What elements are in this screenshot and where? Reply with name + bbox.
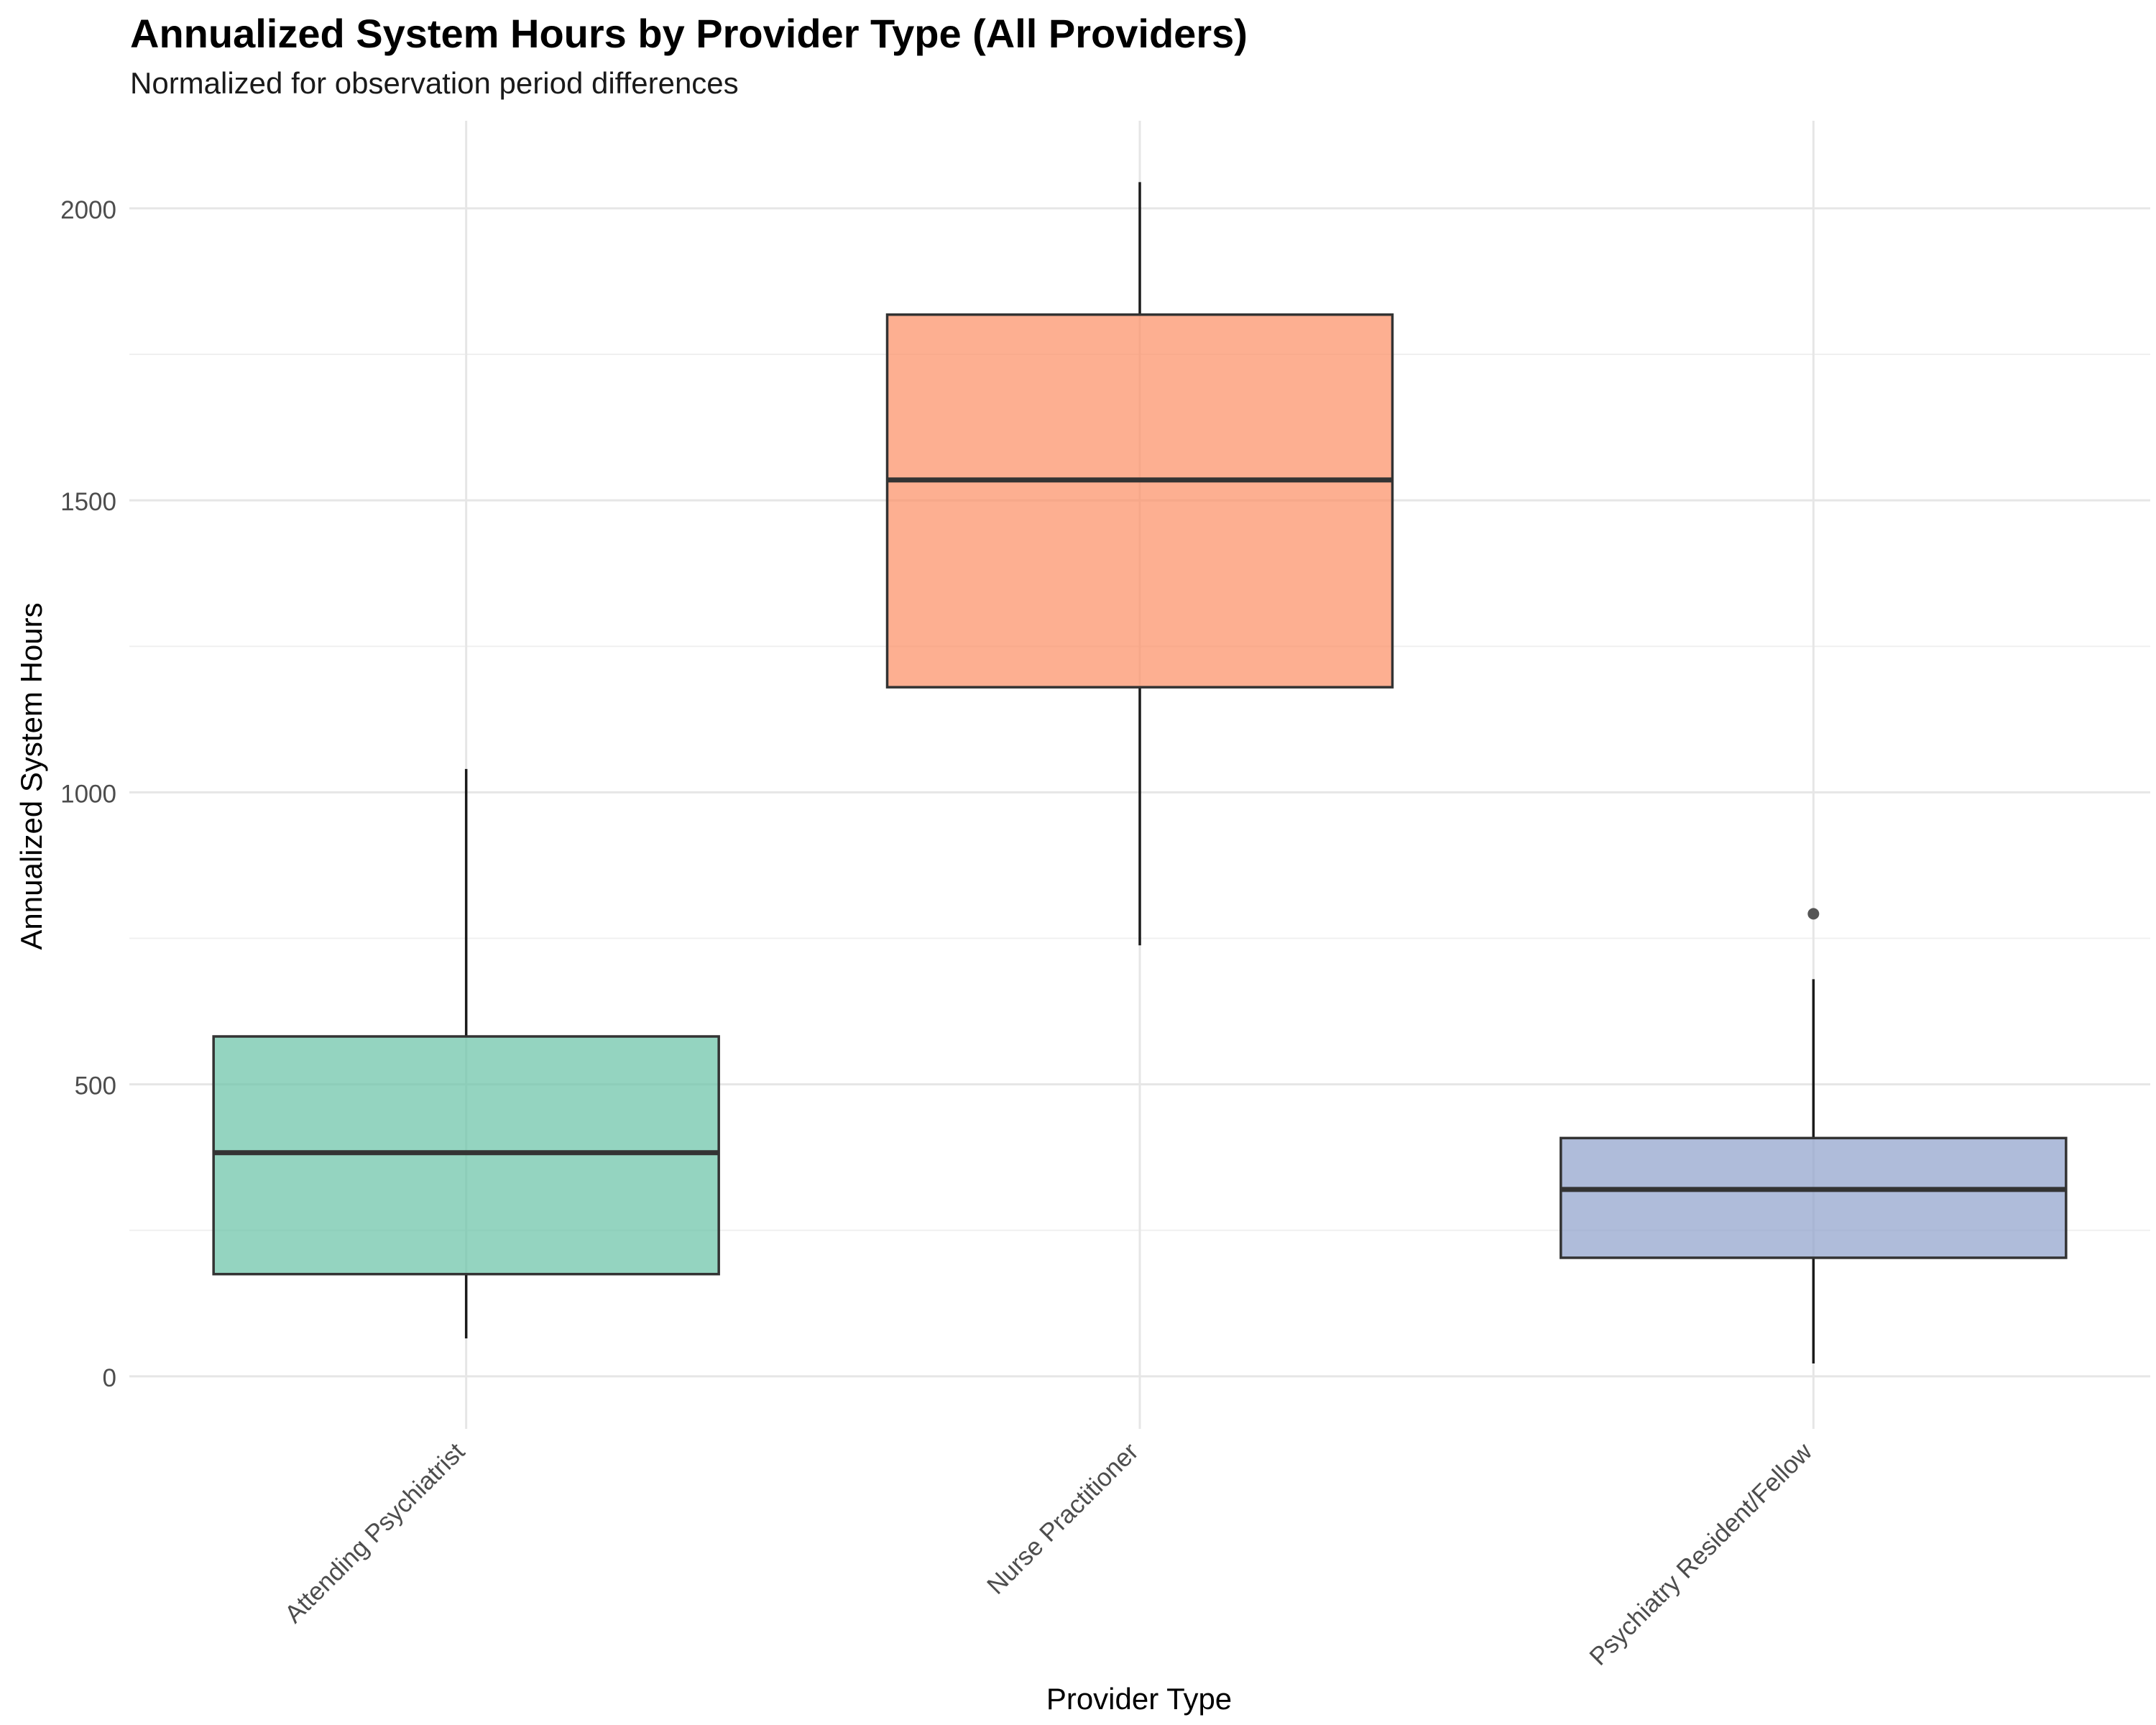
y-tick-label: 1500: [60, 488, 116, 516]
x-tick-label: Attending Psychiatrist: [280, 1438, 471, 1629]
box-iqr: [212, 1035, 720, 1276]
box-iqr: [1560, 1136, 2068, 1259]
outlier-point: [1807, 908, 1820, 920]
y-tick-label: 0: [103, 1364, 116, 1392]
x-axis-label: Provider Type: [1046, 1682, 1232, 1716]
x-tick-label: Nurse Practitioner: [982, 1438, 1144, 1600]
boxes: [212, 182, 2068, 1363]
box-iqr: [885, 313, 1394, 689]
x-tick-label: Psychiatry Resident/Fellow: [1584, 1438, 1818, 1671]
y-axis-label: Annualized System Hours: [14, 602, 48, 949]
y-tick-label: 2000: [60, 196, 116, 224]
y-tick-label: 500: [75, 1072, 116, 1100]
chart-subtitle: Normalized for observation period differ…: [130, 66, 739, 100]
y-tick-label: 1000: [60, 780, 116, 808]
chart-title: Annualized System Hours by Provider Type…: [130, 11, 1248, 56]
